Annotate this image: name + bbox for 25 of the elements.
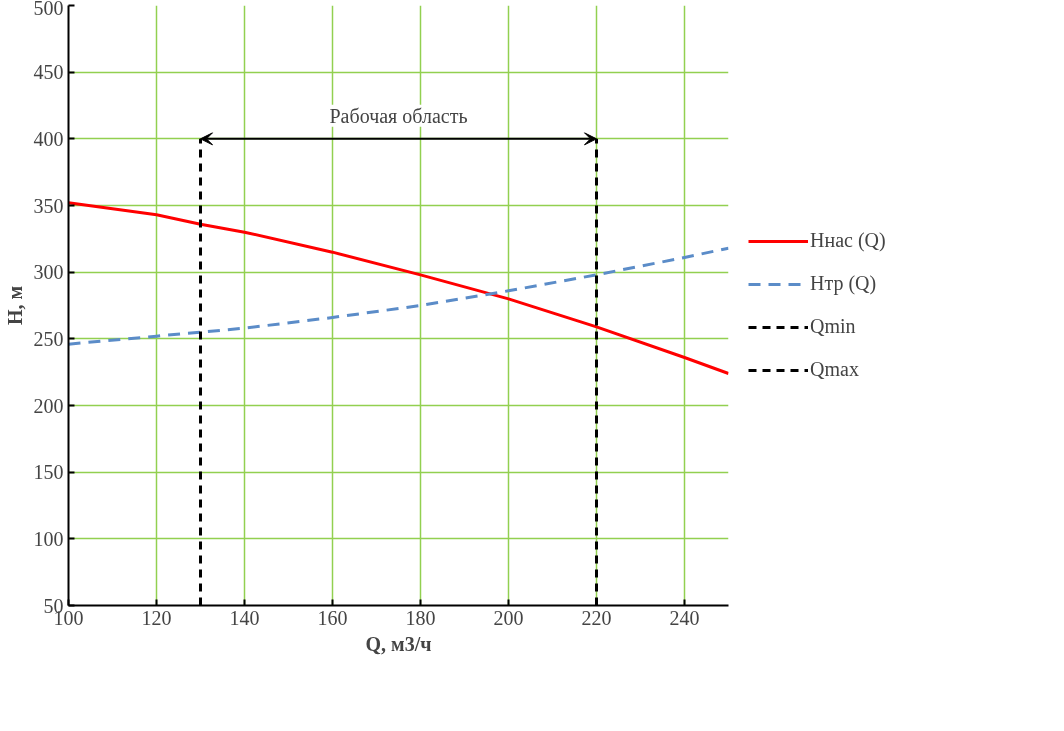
y-tick-label: 400 <box>33 127 64 150</box>
y-tick-label: 250 <box>33 327 64 350</box>
x-tick-label: 240 <box>669 606 700 629</box>
legend-label: Qmax <box>810 358 859 381</box>
x-tick-label: 220 <box>581 606 612 629</box>
y-axis-title: H, м <box>3 285 26 326</box>
legend-label: Hнас (Q) <box>810 229 886 252</box>
y-tick-label: 150 <box>33 461 64 484</box>
x-tick-label: 200 <box>493 606 524 629</box>
annotation: Рабочая область <box>329 104 468 127</box>
y-tick-label: 450 <box>33 61 64 84</box>
x-tick-label: 160 <box>317 606 348 629</box>
y-tick-label: 100 <box>33 527 64 550</box>
x-tick-label: 120 <box>141 606 172 629</box>
legend-label: Qmin <box>810 315 856 338</box>
x-tick-label: 180 <box>405 606 436 629</box>
line-series <box>68 201 729 375</box>
x-tick-label: 140 <box>229 606 260 629</box>
y-tick-label: 200 <box>33 394 64 417</box>
y-tick-label: 300 <box>33 261 64 284</box>
x-axis-title: Q, м3/ч <box>365 632 432 655</box>
legend-label: Hтр (Q) <box>810 272 877 295</box>
y-tick-label: 350 <box>33 194 64 217</box>
line-series <box>68 246 729 346</box>
y-tick-label: 500 <box>33 0 64 19</box>
